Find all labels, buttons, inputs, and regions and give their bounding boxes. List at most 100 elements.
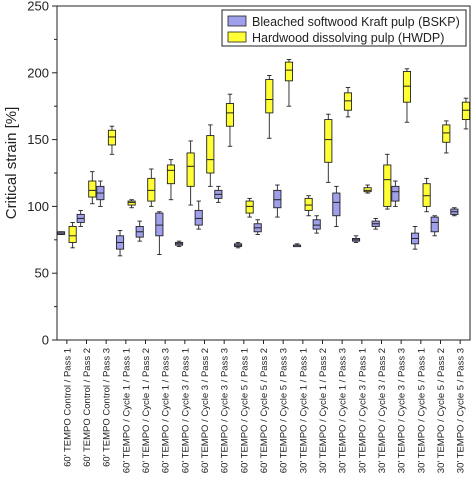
x-category-label: 60' TEMPO / Cycle 1 / Pass 2 (141, 348, 152, 473)
plot-frame (56, 5, 471, 341)
box-iqr (383, 164, 392, 207)
y-tick-label: 100 (27, 199, 49, 214)
box-bskp (115, 229, 125, 257)
x-category-label: 30' TEMPO / Cycle 1 / Pass 3 (338, 348, 349, 473)
x-category-label: 60' TEMPO Control / Pass 3 (102, 348, 113, 467)
box-iqr (273, 189, 282, 209)
box-iqr (186, 152, 195, 187)
box-bskp (450, 207, 459, 217)
box-hwdp (402, 68, 412, 123)
y-tick-label: 250 (27, 0, 49, 14)
box-bskp (76, 209, 85, 227)
legend-swatch-hwdp (227, 31, 247, 43)
box-bskp (233, 242, 243, 249)
box-bskp (56, 231, 66, 235)
box-hwdp (461, 97, 471, 130)
series-bskp (56, 180, 459, 257)
box-hwdp (324, 113, 333, 183)
box-iqr (166, 164, 176, 185)
box-iqr (245, 200, 254, 214)
box-bskp (174, 240, 184, 247)
box-bskp (214, 185, 223, 203)
box-bskp (253, 219, 262, 235)
box-hwdp (166, 159, 176, 201)
x-category-label: 60' TEMPO Control / Pass 1 (62, 348, 73, 467)
box-iqr (442, 124, 451, 143)
box-iqr (461, 101, 471, 121)
box-hwdp (343, 87, 353, 118)
box-bskp (410, 225, 420, 250)
box-hwdp (107, 125, 117, 155)
x-category-label: 30' TEMPO / Cycle 3 / Pass 3 (397, 348, 408, 473)
box-iqr (324, 119, 333, 163)
box-iqr (107, 129, 117, 146)
x-category-label: 30' TEMPO / Cycle 5 / Pass 1 (416, 348, 427, 473)
box-hwdp (422, 177, 431, 213)
box-hwdp (186, 140, 195, 206)
box-iqr (402, 71, 412, 103)
box-bskp (351, 235, 361, 243)
y-tick-label: 50 (35, 266, 49, 281)
box-hwdp (206, 124, 215, 187)
box-hwdp (304, 195, 313, 217)
box-bskp (292, 243, 302, 248)
x-category-label: 60' TEMPO / Cycle 5 / Pass 1 (239, 348, 250, 473)
box-iqr (225, 103, 235, 127)
box-hwdp (284, 58, 294, 107)
box-iqr (68, 225, 77, 243)
box-iqr (343, 92, 353, 111)
box-iqr (304, 197, 313, 211)
box-bskp (391, 180, 400, 207)
x-axis: 60' TEMPO Control / Pass 1 60' TEMPO Cont… (62, 340, 467, 473)
box-bskp (155, 211, 164, 255)
x-category-label: 60' TEMPO / Cycle 1 / Pass 3 (161, 348, 172, 473)
x-category-label: 60' TEMPO / Cycle 5 / Pass 2 (259, 348, 270, 473)
y-tick-label: 0 (42, 333, 49, 348)
x-category-label: 60' TEMPO / Cycle 5 / Pass 3 (279, 348, 290, 473)
box-iqr (127, 200, 136, 206)
x-category-label: 30' TEMPO / Cycle 3 / Pass 1 (357, 348, 368, 473)
box-hwdp (442, 120, 451, 154)
box-iqr (194, 209, 203, 226)
x-category-label: 30' TEMPO / Cycle 5 / Pass 3 (456, 348, 467, 473)
box-iqr (422, 183, 431, 207)
series-hwdp (68, 58, 471, 249)
x-category-label: 30' TEMPO / Cycle 5 / Pass 2 (436, 348, 447, 473)
box-iqr (147, 177, 156, 202)
box-iqr (155, 212, 164, 237)
box-iqr (332, 192, 341, 217)
box-bskp (135, 220, 144, 242)
box-hwdp (225, 93, 235, 147)
x-category-label: 60' TEMPO / Cycle 1 / Pass 1 (121, 348, 132, 473)
plot-area (56, 5, 471, 341)
box-iqr (206, 135, 215, 174)
y-axis-title: Critical strain [%] (3, 107, 20, 220)
box-bskp (273, 184, 282, 218)
x-category-label: 30' TEMPO / Cycle 3 / Pass 2 (377, 348, 388, 473)
box-bskp (430, 215, 439, 237)
legend-label-hwdp: Hardwood dissolving pulp (HWDP) (252, 31, 444, 45)
box-bskp (96, 180, 105, 207)
box-hwdp (245, 197, 254, 218)
box-hwdp (68, 221, 77, 249)
x-category-label: 30' TEMPO / Cycle 1 / Pass 2 (318, 348, 329, 473)
box-iqr (312, 219, 321, 230)
legend-label-bskp: Bleached softwood Kraft pulp (BSKP) (252, 15, 460, 29)
box-bskp (371, 217, 380, 230)
y-tick-label: 200 (27, 65, 49, 80)
box-hwdp (88, 171, 97, 205)
legend: Bleached softwood Kraft pulp (BSKP) Hard… (221, 9, 467, 47)
box-hwdp (363, 184, 372, 194)
box-hwdp (147, 168, 156, 207)
box-iqr (284, 61, 294, 82)
box-bskp (332, 185, 341, 227)
y-axis: 0 50 100 150 200 250 (27, 0, 57, 348)
x-category-label: 30' TEMPO / Cycle 1 / Pass 1 (298, 348, 309, 473)
box-iqr (363, 187, 372, 193)
box-hwdp (127, 199, 136, 209)
box-hwdp (383, 153, 392, 210)
box-iqr (391, 185, 400, 202)
x-category-label: 60' TEMPO / Cycle 3 / Pass 3 (220, 348, 231, 473)
x-category-label: 60' TEMPO / Cycle 3 / Pass 2 (200, 348, 211, 473)
box-iqr (88, 180, 97, 198)
